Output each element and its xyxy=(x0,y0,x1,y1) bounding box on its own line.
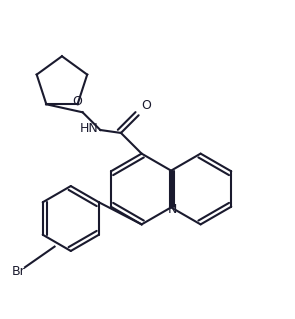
Text: O: O xyxy=(142,99,151,112)
Text: HN: HN xyxy=(80,122,99,135)
Text: N: N xyxy=(168,203,177,216)
Text: Br: Br xyxy=(12,265,26,278)
Text: O: O xyxy=(73,95,83,108)
